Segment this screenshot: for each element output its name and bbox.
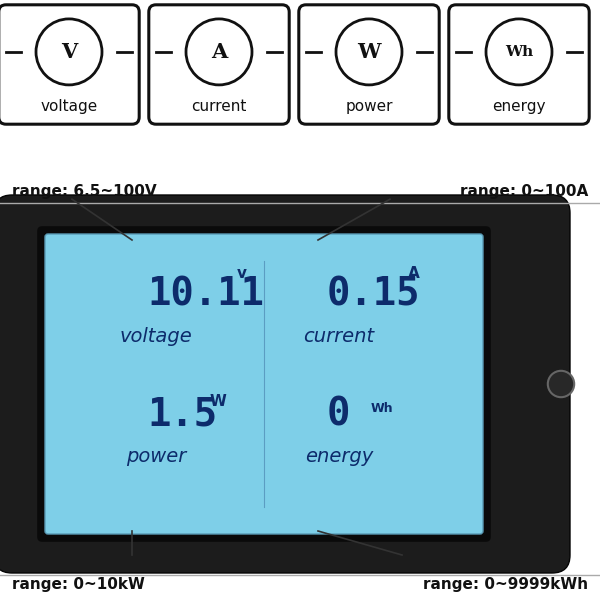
Text: 0: 0: [327, 395, 350, 433]
Text: 1.5: 1.5: [147, 395, 217, 433]
Text: A: A: [211, 42, 227, 62]
Text: energy: energy: [305, 446, 373, 466]
Text: W: W: [210, 395, 227, 409]
FancyBboxPatch shape: [0, 195, 570, 573]
Text: V: V: [61, 42, 77, 62]
Text: energy: energy: [492, 99, 546, 114]
Text: range: 0~10kW: range: 0~10kW: [12, 577, 145, 593]
Text: Wh: Wh: [505, 45, 533, 59]
Text: power: power: [126, 446, 186, 466]
Circle shape: [548, 371, 574, 397]
Text: Wh: Wh: [371, 401, 394, 415]
Text: current: current: [191, 99, 247, 114]
FancyBboxPatch shape: [45, 234, 483, 534]
FancyBboxPatch shape: [0, 5, 139, 124]
Text: voltage: voltage: [40, 99, 98, 114]
Text: A: A: [408, 265, 420, 280]
Text: v: v: [237, 265, 247, 280]
Text: voltage: voltage: [119, 326, 193, 346]
FancyBboxPatch shape: [449, 5, 589, 124]
FancyBboxPatch shape: [149, 5, 289, 124]
Text: range: 6.5~100V: range: 6.5~100V: [12, 184, 157, 199]
Text: power: power: [345, 99, 393, 114]
FancyBboxPatch shape: [37, 226, 491, 542]
Text: W: W: [357, 42, 381, 62]
Text: range: 0~100A: range: 0~100A: [460, 184, 588, 199]
Text: range: 0~9999kWh: range: 0~9999kWh: [423, 577, 588, 593]
Text: 0.15: 0.15: [327, 275, 421, 313]
FancyBboxPatch shape: [299, 5, 439, 124]
Text: 10.11: 10.11: [147, 275, 264, 313]
Text: current: current: [304, 326, 374, 346]
